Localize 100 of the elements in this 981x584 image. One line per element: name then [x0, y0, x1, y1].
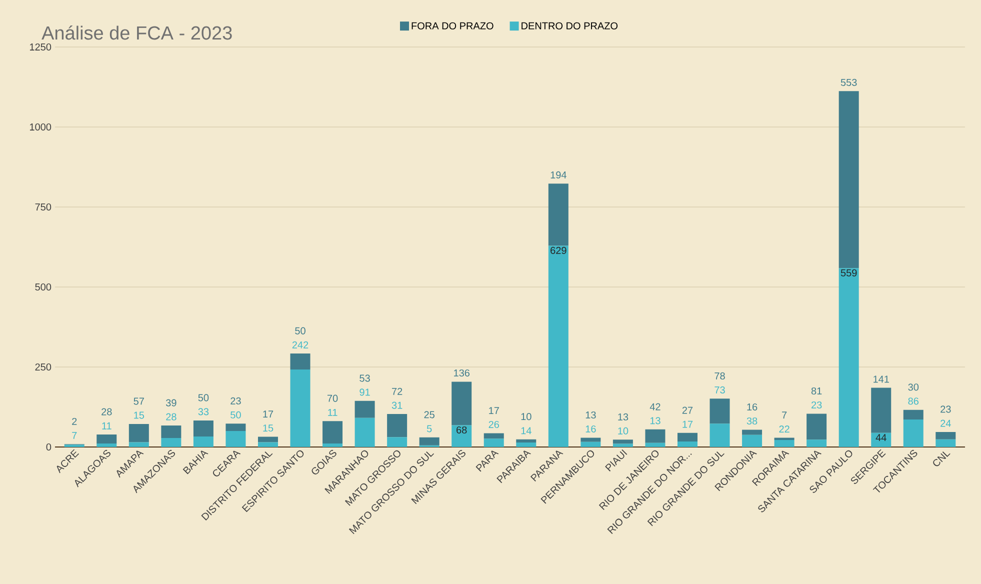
data-label: 25 [424, 411, 434, 418]
data-label: 11 [328, 408, 338, 416]
y-tick-label: 250 [35, 363, 52, 371]
bar [387, 414, 408, 438]
bar [387, 437, 408, 447]
data-label: 7 [782, 412, 787, 419]
data-label: 559 [840, 269, 857, 276]
data-label: 33 [198, 408, 209, 416]
bar [452, 382, 472, 426]
data-label: 78 [714, 372, 725, 380]
bar [516, 439, 536, 443]
x-tick-label: CNL [933, 451, 950, 466]
data-label: 68 [456, 426, 467, 434]
y-tick-label: 1000 [30, 123, 52, 131]
bar [354, 418, 375, 447]
data-label: 16 [586, 425, 596, 433]
data-label: 13 [586, 411, 596, 419]
data-label: 73 [714, 386, 725, 394]
bar [580, 442, 601, 447]
data-label: 553 [840, 78, 857, 86]
data-label: 23 [230, 397, 241, 404]
data-label: 38 [746, 417, 758, 425]
data-label: 26 [488, 420, 499, 428]
data-label: 17 [263, 410, 274, 418]
data-label: 5 [426, 425, 432, 432]
bar [548, 184, 568, 246]
bar [806, 440, 827, 447]
bar [903, 419, 924, 447]
data-label: 242 [292, 341, 308, 348]
bar [322, 443, 343, 447]
bar [677, 442, 698, 447]
bar [193, 436, 214, 447]
data-label: 10 [521, 413, 532, 420]
data-label: 81 [811, 387, 822, 395]
data-label: 50 [230, 411, 241, 418]
data-label: 57 [134, 398, 144, 405]
bar [774, 440, 794, 447]
bar [419, 437, 440, 446]
data-label: 17 [682, 420, 693, 428]
bar [226, 424, 246, 431]
bar [193, 420, 214, 436]
data-label: 23 [812, 401, 822, 409]
bar [258, 442, 278, 447]
data-label: 11 [102, 422, 112, 430]
data-label: 23 [940, 406, 951, 413]
bar [838, 91, 859, 268]
data-label: 28 [166, 413, 176, 420]
data-label: 7 [72, 432, 77, 439]
data-label: 13 [650, 417, 660, 424]
data-label: 72 [392, 388, 402, 395]
bar [710, 424, 730, 447]
bar [903, 410, 924, 420]
bar [742, 430, 762, 435]
bar [161, 438, 182, 447]
data-label: 13 [618, 413, 628, 420]
bar [645, 429, 666, 443]
data-label: 17 [489, 407, 499, 414]
bar [354, 400, 375, 418]
data-label: 15 [134, 412, 144, 419]
bar [871, 388, 892, 433]
data-label: 30 [908, 384, 919, 391]
bar [452, 425, 472, 447]
data-label: 2 [72, 418, 77, 425]
data-label: 91 [360, 388, 370, 396]
data-label: 27 [682, 406, 693, 414]
bar [612, 444, 633, 447]
bar [128, 442, 149, 447]
bar [322, 421, 343, 444]
data-label: 50 [295, 327, 306, 334]
y-tick-label: 1250 [30, 43, 52, 51]
bar [290, 370, 310, 447]
chart-title: Análise de FCA - 2023 [42, 26, 232, 40]
data-label: 44 [876, 434, 886, 441]
bar [806, 414, 827, 440]
legend-label: FORA DO PRAZO [412, 22, 494, 30]
data-label: 14 [521, 427, 532, 434]
data-label: 28 [102, 408, 112, 416]
bar [484, 438, 504, 447]
data-label: 53 [360, 374, 370, 382]
bar [226, 431, 246, 447]
data-label: 86 [908, 398, 919, 405]
data-label: 10 [618, 427, 628, 434]
bar [516, 442, 536, 447]
bar [580, 438, 601, 442]
bar [128, 424, 149, 442]
bar [742, 434, 762, 447]
bar [645, 442, 666, 447]
bar [936, 432, 956, 440]
data-label: 31 [392, 402, 402, 409]
bar [96, 443, 117, 447]
y-tick-label: 0 [46, 443, 52, 451]
data-label: 24 [940, 420, 951, 427]
y-tick-label: 500 [35, 283, 52, 291]
bar [548, 246, 568, 447]
bar [96, 434, 117, 444]
data-label: 194 [550, 171, 566, 178]
data-label: 16 [747, 403, 758, 411]
bar [484, 433, 504, 439]
legend-label: DENTRO DO PRAZO [522, 22, 618, 30]
data-label: 136 [454, 369, 470, 377]
